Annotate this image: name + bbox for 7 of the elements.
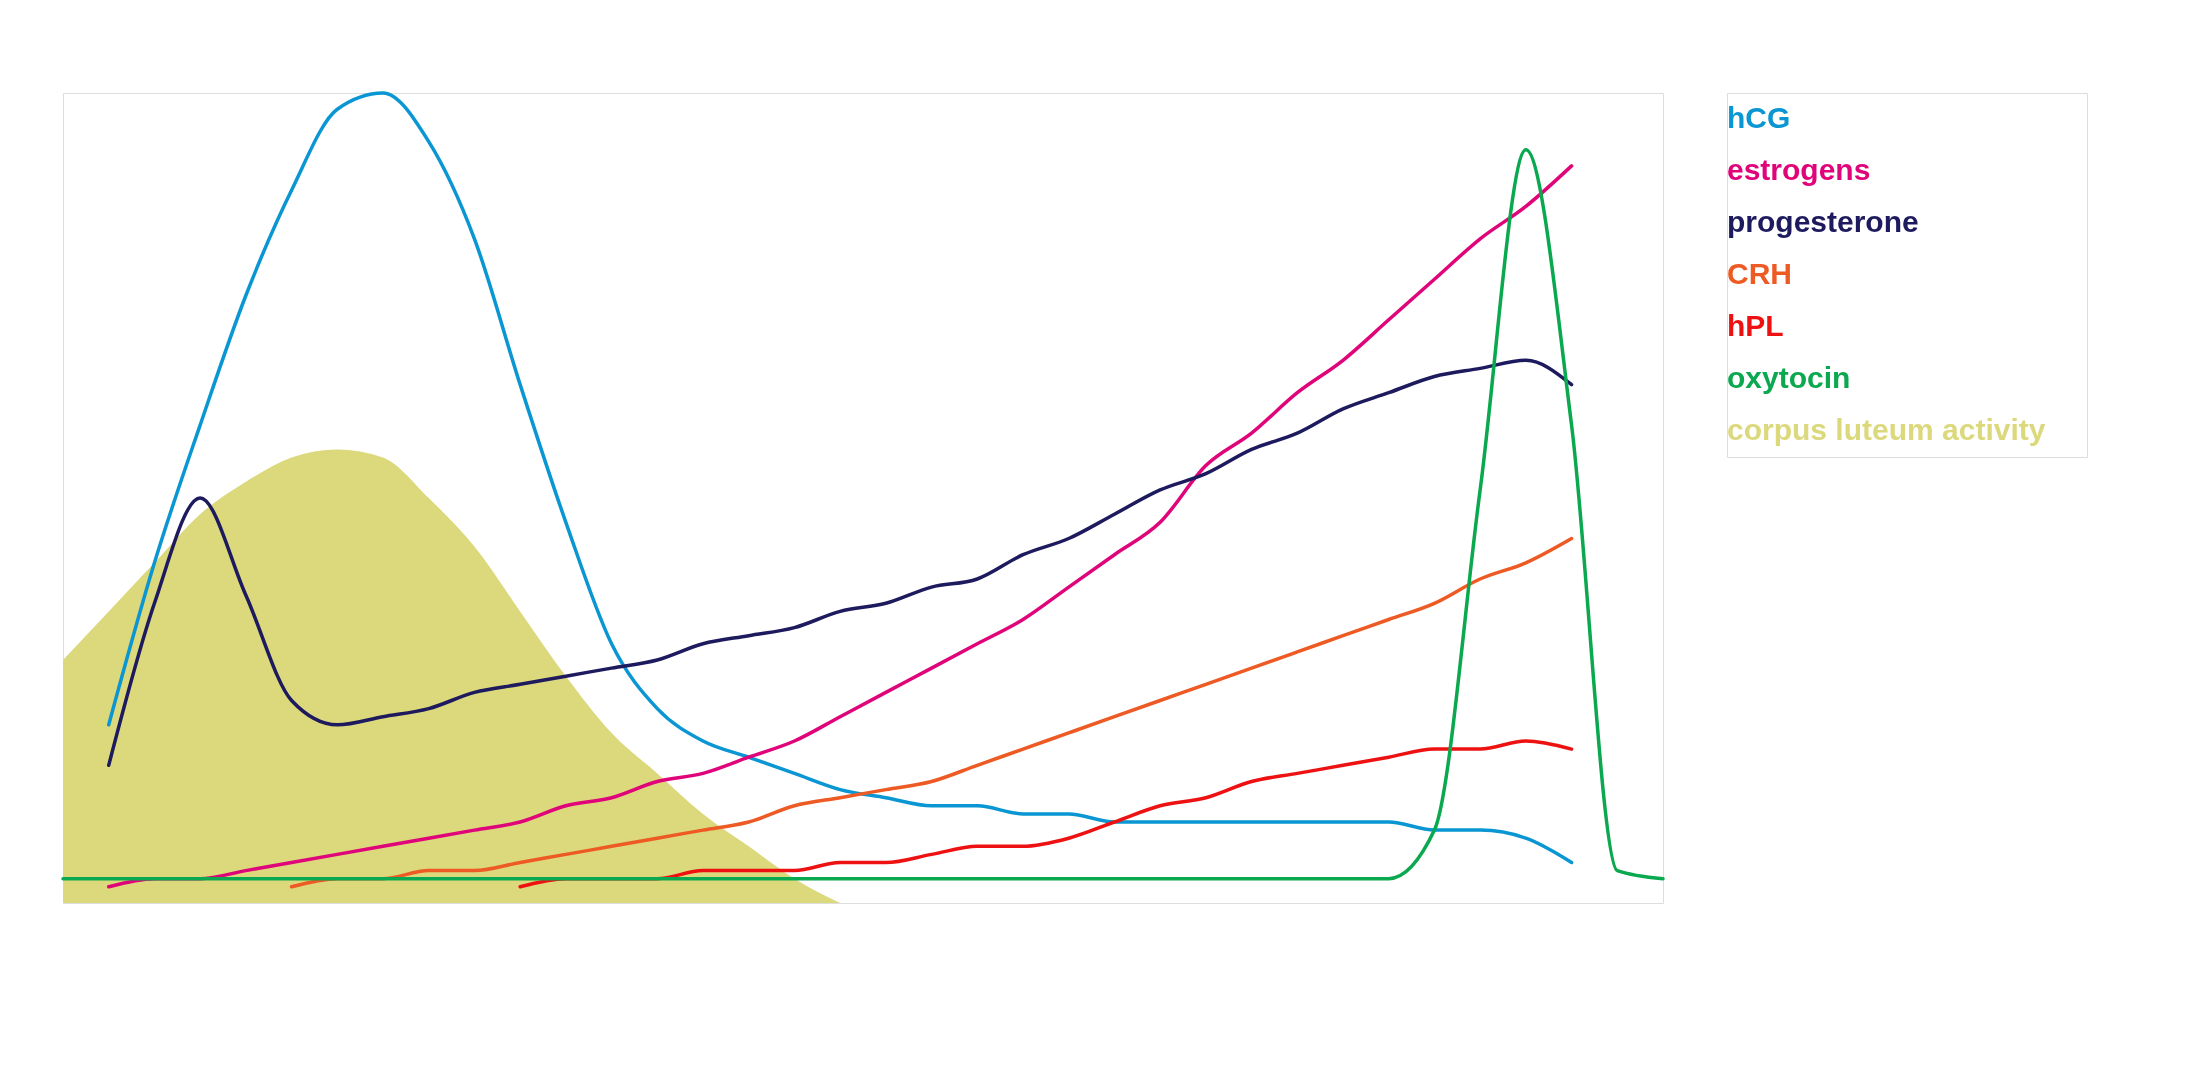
text: hCG	[1727, 101, 1791, 134]
text: estrogens	[1727, 153, 1871, 186]
text: CRH	[1727, 257, 1792, 290]
text: progesterone	[1727, 205, 1919, 238]
text: hPL	[1727, 309, 1784, 342]
text: oxytocin	[1727, 361, 1851, 394]
text: corpus luteum activity	[1727, 413, 2046, 446]
